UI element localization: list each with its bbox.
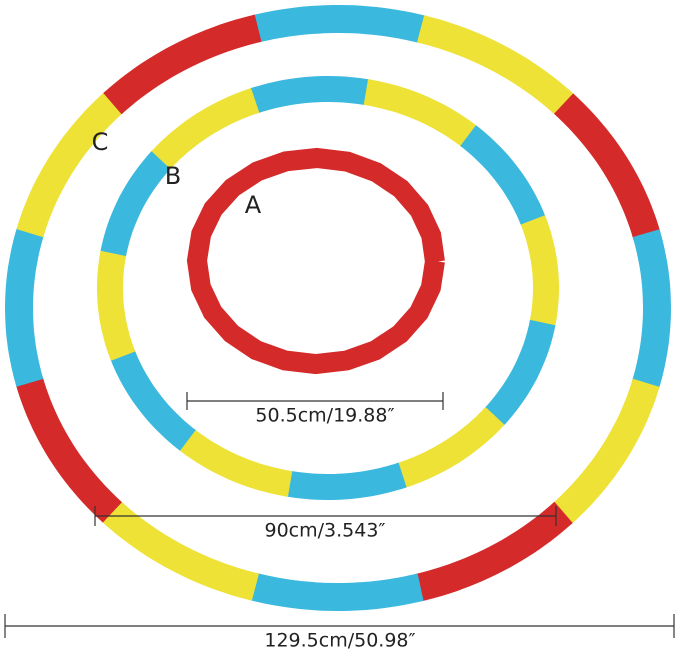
ring-segment <box>363 79 478 148</box>
ring-segment <box>110 349 196 451</box>
ring-segment <box>631 229 672 390</box>
ring-label: B <box>165 162 181 190</box>
ring-segment <box>484 319 556 427</box>
dimension-c: 129.5cm/50.98″ <box>4 614 675 652</box>
ring-label: A <box>245 191 262 219</box>
dimension-label: 50.5cm/19.88″ <box>255 405 394 427</box>
ring-segment <box>97 249 136 361</box>
ring-segment <box>249 572 424 611</box>
ring-segment <box>15 376 122 523</box>
ring-segment <box>100 149 172 257</box>
dimension-label: 129.5cm/50.98″ <box>264 630 415 652</box>
ring-label: C <box>92 128 109 156</box>
dimension-label: 90cm/3.543″ <box>264 520 385 542</box>
ring-segment <box>554 93 661 240</box>
ring-segment <box>460 125 546 227</box>
ring-segment <box>286 462 407 500</box>
ring-segment <box>16 91 124 238</box>
ring-segment <box>178 428 293 497</box>
ring-segment <box>186 147 445 375</box>
ring-segment <box>101 500 259 601</box>
ring-segment <box>151 88 260 170</box>
ring-segment <box>414 501 573 602</box>
ring-segment <box>252 4 427 44</box>
rings <box>4 4 672 611</box>
dimension-a: 50.5cm/19.88″ <box>186 392 444 427</box>
dimension-b: 90cm/3.543″ <box>94 506 557 542</box>
ring-segment <box>4 226 45 387</box>
ring-segment <box>396 406 505 488</box>
ring-segment <box>520 215 559 327</box>
ring-segment <box>249 76 370 114</box>
ring-segment <box>103 14 262 115</box>
ring-segment <box>552 378 660 525</box>
ring-segment <box>417 15 575 116</box>
